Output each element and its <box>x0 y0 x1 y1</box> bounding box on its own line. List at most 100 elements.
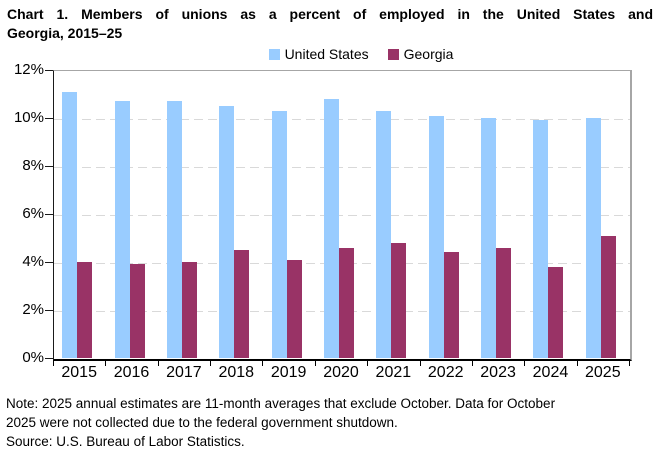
bar-georgia-2022 <box>443 252 459 358</box>
x-axis-label-2016: 2016 <box>113 364 150 381</box>
bar-pair-2018 <box>219 106 250 358</box>
x-axis-tick-1 <box>105 360 107 366</box>
chart-title: Chart 1. Members of unions as a percent … <box>7 5 653 43</box>
bar-pair-2023 <box>481 118 512 358</box>
bar-group-2016 <box>105 70 157 358</box>
x-axis-tick-3 <box>210 360 212 366</box>
bar-united-states-2016 <box>114 101 130 358</box>
bar-group-2019 <box>262 70 314 358</box>
x-axis-label-2024: 2024 <box>532 364 569 381</box>
y-axis-label-8: 8% <box>22 157 44 174</box>
y-axis-tick-4 <box>45 262 53 263</box>
bar-united-states-2024 <box>533 120 549 358</box>
bar-georgia-2020 <box>338 247 354 358</box>
bar-group-2020 <box>315 70 367 358</box>
bar-pair-2025 <box>585 118 616 358</box>
bar-pair-2016 <box>114 101 145 358</box>
bar-group-2023 <box>472 70 524 358</box>
x-axis-label-2021: 2021 <box>375 364 412 381</box>
bar-georgia-2016 <box>129 264 145 358</box>
chart-title-line-2: Georgia, 2015–25 <box>7 25 123 41</box>
bar-georgia-2025 <box>600 235 616 358</box>
gridline-8-percent <box>54 167 630 168</box>
x-axis-label-2015: 2015 <box>61 364 97 381</box>
x-axis-tick-2 <box>157 360 159 366</box>
x-axis-label-2018: 2018 <box>218 364 255 381</box>
y-axis-label-4: 4% <box>22 253 44 270</box>
footnote: Note: 2025 annual estimates are 11-month… <box>6 394 656 451</box>
bar-pair-2015 <box>62 91 93 358</box>
x-axis-tick-9 <box>524 360 526 366</box>
bar-group-2024 <box>524 70 576 358</box>
source-text: Source: U.S. Bureau of Labor Statistics. <box>6 434 245 449</box>
x-axis-label-2020: 2020 <box>323 364 359 381</box>
legend-item-georgia: Georgia <box>387 46 454 62</box>
bar-georgia-2018 <box>234 250 250 358</box>
legend-swatch-united-states <box>268 48 280 60</box>
note-line-1: Note: 2025 annual estimates are 11-month… <box>6 396 556 411</box>
bar-georgia-2017 <box>181 262 197 358</box>
legend-label-georgia: Georgia <box>403 46 454 62</box>
bar-united-states-2023 <box>481 118 497 358</box>
bar-united-states-2025 <box>585 118 601 358</box>
bar-georgia-2019 <box>286 259 302 358</box>
bar-united-states-2015 <box>62 91 78 358</box>
x-axis-tick-11 <box>629 360 630 366</box>
bar-united-states-2017 <box>166 101 182 358</box>
bar-united-states-2022 <box>428 115 444 358</box>
x-axis-label-2025: 2025 <box>585 364 621 381</box>
y-axis-tick-12 <box>45 70 53 71</box>
x-axis-label-2019: 2019 <box>270 364 307 381</box>
y-axis-label-6: 6% <box>22 205 44 222</box>
bar-pair-2017 <box>166 101 197 358</box>
bar-pair-2019 <box>271 110 302 358</box>
x-axis-label-2022: 2022 <box>427 364 464 381</box>
x-axis-label-2017: 2017 <box>166 364 202 381</box>
y-axis-tick-8 <box>45 166 53 167</box>
bar-group-2017 <box>158 70 210 358</box>
legend: United States Georgia <box>31 46 660 62</box>
x-axis-tick-6 <box>367 360 369 366</box>
y-axis-tick-6 <box>45 214 53 215</box>
bar-group-2022 <box>420 70 472 358</box>
y-axis-label-12: 12% <box>13 61 44 78</box>
note-line-2: 2025 were not collected due to the feder… <box>6 415 398 430</box>
bar-united-states-2019 <box>271 110 287 358</box>
bar-georgia-2023 <box>496 247 512 358</box>
bar-group-2025 <box>577 70 629 358</box>
x-axis-tick-4 <box>262 360 264 366</box>
y-axis-label-10: 10% <box>13 109 44 126</box>
x-axis-tick-7 <box>419 360 421 366</box>
bar-georgia-2021 <box>391 242 407 358</box>
x-axis-tick-0 <box>53 360 54 366</box>
bar-pair-2020 <box>323 98 354 358</box>
bar-pair-2022 <box>428 115 459 358</box>
bar-georgia-2024 <box>548 266 564 358</box>
gridline-10-percent <box>54 119 630 120</box>
x-axis-tick-5 <box>314 360 316 366</box>
y-axis-tick-2 <box>45 310 53 311</box>
x-axis-tick-10 <box>576 360 578 366</box>
legend-item-united-states: United States <box>268 46 369 62</box>
bar-united-states-2020 <box>323 98 339 358</box>
bar-pair-2024 <box>533 120 564 358</box>
y-axis-tick-10 <box>45 118 53 119</box>
bar-group-2021 <box>367 70 419 358</box>
bar-pair-2021 <box>376 110 407 358</box>
bar-united-states-2021 <box>376 110 392 358</box>
bar-group-2018 <box>210 70 262 358</box>
x-axis-tick-8 <box>471 360 473 366</box>
x-axis-label-2023: 2023 <box>480 364 516 381</box>
legend-label-united-states: United States <box>284 46 369 62</box>
y-axis-label-2: 2% <box>22 301 44 318</box>
chart-title-line-1: Chart 1. Members of unions as a percent … <box>7 6 653 22</box>
bar-united-states-2018 <box>219 106 235 358</box>
bar-georgia-2015 <box>77 262 93 358</box>
legend-swatch-georgia <box>387 48 399 60</box>
y-axis-tick-0 <box>45 358 53 359</box>
gridline-6-percent <box>54 215 630 216</box>
bar-group-2015 <box>53 70 105 358</box>
y-axis-label-0: 0% <box>22 349 44 366</box>
